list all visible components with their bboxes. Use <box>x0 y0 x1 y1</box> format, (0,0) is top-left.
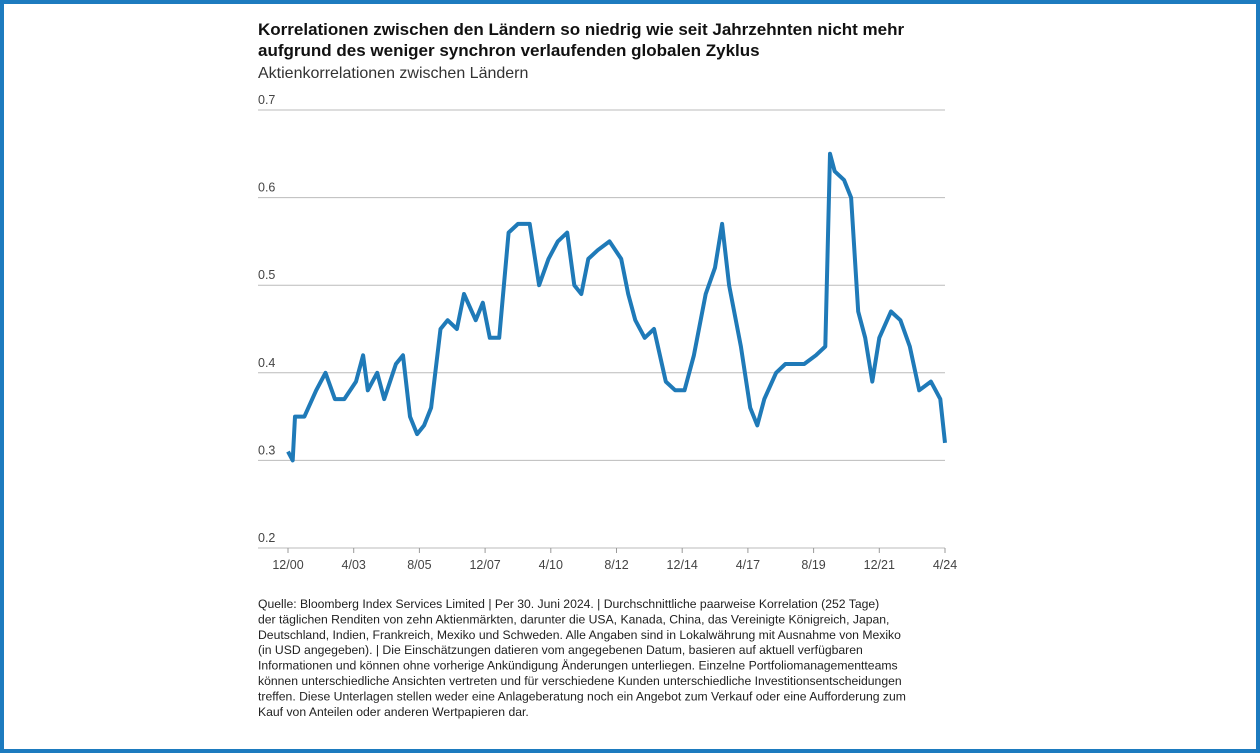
x-tick-label: 4/17 <box>736 558 760 572</box>
source-note: Kauf von Anteilen oder anderen Wertpapie… <box>258 705 529 719</box>
source-note: treffen. Diese Unterlagen stellen weder … <box>258 689 906 703</box>
source-note: Deutschland, Indien, Frankreich, Mexiko … <box>258 628 901 642</box>
x-tick-label: 8/19 <box>801 558 825 572</box>
y-tick-label: 0.3 <box>258 443 275 457</box>
source-note: Informationen und können ohne vorherige … <box>258 659 898 673</box>
y-tick-label: 0.6 <box>258 181 275 195</box>
source-note: können unterschiedliche Ansichten vertre… <box>258 674 902 688</box>
data-line <box>286 151 947 463</box>
chart-subtitle: Aktienkorrelationen zwischen Ländern <box>258 65 528 82</box>
chart-title: aufgrund des weniger synchron verlaufend… <box>258 41 760 60</box>
x-tick-label: 12/00 <box>272 558 303 572</box>
y-tick-label: 0.5 <box>258 268 275 282</box>
source-note: der täglichen Renditen von zehn Aktienmä… <box>258 612 889 626</box>
y-tick-label: 0.4 <box>258 356 275 370</box>
x-tick-label: 8/05 <box>407 558 431 572</box>
source-note: Quelle: Bloomberg Index Services Limited… <box>258 597 879 611</box>
x-tick-label: 12/07 <box>469 558 500 572</box>
x-tick-label: 4/03 <box>342 558 366 572</box>
x-tick-label: 4/10 <box>539 558 563 572</box>
x-tick-label: 4/24 <box>933 558 957 572</box>
chart-title: Korrelationen zwischen den Ländern so ni… <box>258 20 905 39</box>
x-tick-label: 12/14 <box>667 558 698 572</box>
y-tick-label: 0.7 <box>258 93 275 107</box>
x-tick-label: 8/12 <box>604 558 628 572</box>
x-tick-label: 12/21 <box>864 558 895 572</box>
source-note: (in USD angegeben). | Die Einschätzungen… <box>258 643 863 657</box>
y-tick-label: 0.2 <box>258 531 275 545</box>
